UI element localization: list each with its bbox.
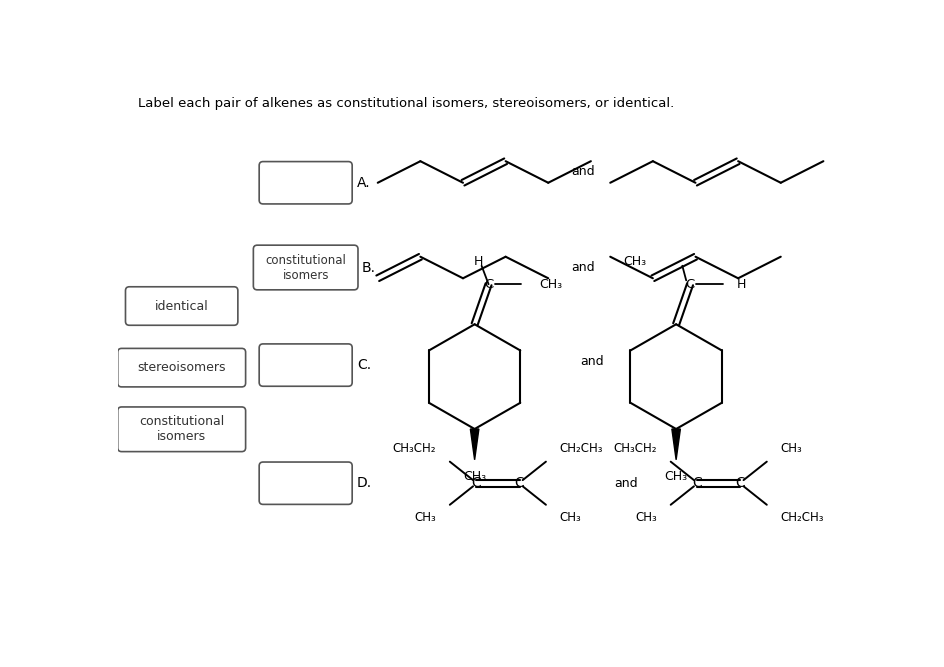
FancyBboxPatch shape (259, 161, 352, 204)
Text: CH₃: CH₃ (413, 511, 435, 524)
Text: CH₃: CH₃ (623, 255, 646, 267)
Text: C: C (483, 277, 493, 291)
Text: D.: D. (357, 476, 372, 490)
FancyBboxPatch shape (259, 344, 352, 386)
Text: constitutional
isomers: constitutional isomers (139, 416, 224, 444)
FancyBboxPatch shape (118, 407, 245, 452)
Text: B.: B. (362, 261, 375, 275)
Text: CH₃CH₂: CH₃CH₂ (613, 442, 656, 456)
Text: CH₂CH₃: CH₂CH₃ (780, 511, 823, 524)
Text: and: and (580, 355, 603, 368)
Polygon shape (671, 429, 680, 460)
Text: identical: identical (155, 299, 209, 313)
Text: H: H (735, 277, 745, 291)
Text: A.: A. (357, 176, 370, 189)
Text: CH₃: CH₃ (664, 470, 687, 483)
Text: CH₃: CH₃ (634, 511, 656, 524)
Text: C: C (734, 476, 745, 490)
FancyBboxPatch shape (118, 348, 245, 387)
Text: stereoisomers: stereoisomers (137, 361, 226, 374)
Text: and: and (614, 477, 637, 490)
Text: C: C (514, 476, 524, 490)
FancyBboxPatch shape (253, 245, 358, 290)
Text: constitutional
isomers: constitutional isomers (265, 253, 346, 281)
FancyBboxPatch shape (126, 287, 238, 325)
FancyBboxPatch shape (259, 462, 352, 504)
Text: CH₃: CH₃ (559, 511, 581, 524)
Text: CH₃: CH₃ (538, 277, 562, 291)
Text: CH₃: CH₃ (463, 470, 485, 483)
Text: and: and (571, 165, 595, 179)
Text: H: H (473, 255, 482, 267)
Text: C: C (691, 476, 701, 490)
Text: and: and (571, 261, 595, 274)
Text: CH₃CH₂: CH₃CH₂ (392, 442, 435, 456)
Text: CH₂CH₃: CH₂CH₃ (559, 442, 602, 456)
Text: Label each pair of alkenes as constitutional isomers, stereoisomers, or identica: Label each pair of alkenes as constituti… (138, 97, 673, 110)
Text: C.: C. (357, 358, 371, 372)
Text: C: C (471, 476, 480, 490)
Polygon shape (470, 429, 479, 460)
Text: C: C (684, 277, 694, 291)
Text: CH₃: CH₃ (780, 442, 801, 456)
